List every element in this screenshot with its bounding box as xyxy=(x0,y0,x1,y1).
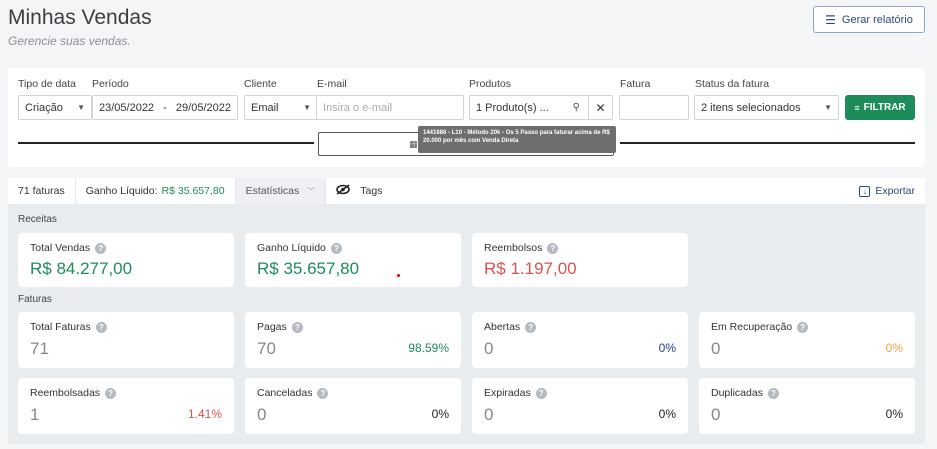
reembolsos-value: R$ 1.197,00 xyxy=(484,259,577,278)
abertas-percent: 0% xyxy=(658,341,676,355)
produtos-label: Produtos xyxy=(469,78,512,90)
email-input[interactable]: Insira o e-mail xyxy=(316,95,464,120)
help-icon[interactable]: ? xyxy=(547,242,559,254)
page-title: Minhas Vendas xyxy=(8,6,152,29)
generate-report-button[interactable]: ☰ Gerar relatório xyxy=(813,6,925,33)
divider-left xyxy=(18,142,314,144)
ganho-liquido-value: R$ 35.657,80 xyxy=(257,259,360,278)
filtrar-button[interactable]: ≡ FILTRAR xyxy=(845,95,915,120)
faturas-section-label: Faturas xyxy=(18,294,52,305)
expiradas-value: 0 xyxy=(484,405,494,424)
total-vendas-card: Total Vendas? R$ 84.277,00 xyxy=(18,233,234,287)
fatura-label: Fatura xyxy=(620,78,651,90)
product-tooltip: 1441686 - L10 - Método 20k - Os 5 Passo … xyxy=(418,126,616,153)
reembolsadas-card: Reembolsadas? 1 1.41% xyxy=(18,378,234,434)
help-icon[interactable]: ? xyxy=(105,387,117,399)
filter-panel: Tipo de data Criação ▼ Período 23/05/202… xyxy=(8,68,925,167)
help-icon[interactable]: ? xyxy=(525,321,537,333)
stats-area: Receitas Total Vendas? R$ 84.277,00 Ganh… xyxy=(8,204,925,444)
cliente-select[interactable]: Email ▼ xyxy=(244,95,318,120)
expiradas-percent: 0% xyxy=(658,407,676,421)
help-icon[interactable]: ? xyxy=(797,321,809,333)
divider-right xyxy=(620,142,915,144)
fatura-input[interactable] xyxy=(619,95,689,120)
help-icon[interactable]: ? xyxy=(330,242,342,254)
tab-tags[interactable]: Tags xyxy=(326,178,392,204)
tab-faturas[interactable]: 71 faturas xyxy=(8,178,76,204)
help-icon[interactable]: ? xyxy=(317,387,329,399)
exportar-button[interactable]: ↓ Exportar xyxy=(859,178,925,204)
canceladas-value: 0 xyxy=(257,405,267,424)
total-vendas-value: R$ 84.277,00 xyxy=(30,259,133,278)
status-fatura-select[interactable]: 2 itens selecionados ▼ xyxy=(694,95,839,120)
reembolsadas-value: 1 xyxy=(30,405,40,424)
chevron-down-icon: ▼ xyxy=(303,103,311,112)
em-recuperacao-value: 0 xyxy=(711,339,721,358)
periodo-date-range[interactable]: 23/05/2022 - 29/05/2022 xyxy=(92,95,238,120)
canceladas-card: Canceladas? 0 0% xyxy=(245,378,461,434)
help-icon[interactable]: ? xyxy=(95,242,107,254)
grid-icon: ▦ xyxy=(409,139,418,149)
tab-ganho-liquido[interactable]: Ganho Líquido: R$ 35.657,80 xyxy=(76,178,236,204)
tipo-data-label: Tipo de data xyxy=(18,78,76,90)
duplicadas-value: 0 xyxy=(711,405,721,424)
list-icon: ☰ xyxy=(825,12,836,27)
tipo-data-select[interactable]: Criação ▼ xyxy=(18,95,92,120)
tab-estatisticas[interactable]: Estatísticas ﹀ xyxy=(235,178,327,204)
help-icon[interactable]: ? xyxy=(95,321,107,333)
pagas-value: 70 xyxy=(257,339,276,358)
pagas-card: Pagas? 70 98.59% xyxy=(245,312,461,368)
cliente-label: Cliente xyxy=(244,78,277,90)
ganho-liquido-card: Ganho Líquido? R$ 35.657,80 xyxy=(245,233,461,287)
em-recuperacao-card: Em Recuperação? 0 0% xyxy=(699,312,915,368)
status-fatura-label: Status da fatura xyxy=(695,78,770,90)
eye-off-icon xyxy=(336,184,351,198)
abertas-card: Abertas? 0 0% xyxy=(472,312,688,368)
help-icon[interactable]: ? xyxy=(535,387,547,399)
summary-tabs: 71 faturas Ganho Líquido: R$ 35.657,80 E… xyxy=(8,178,925,204)
total-faturas-card: Total Faturas? 71 xyxy=(18,312,234,368)
download-icon: ↓ xyxy=(859,185,871,197)
periodo-label: Período xyxy=(92,78,129,90)
generate-report-label: Gerar relatório xyxy=(841,13,913,26)
cursor-dot xyxy=(397,274,400,277)
email-label: E-mail xyxy=(317,78,347,90)
reembolsadas-percent: 1.41% xyxy=(187,407,222,421)
canceladas-percent: 0% xyxy=(431,407,449,421)
abertas-value: 0 xyxy=(484,339,494,358)
total-faturas-value: 71 xyxy=(30,339,49,358)
help-icon[interactable]: ? xyxy=(291,321,303,333)
duplicadas-card: Duplicadas? 0 0% xyxy=(699,378,915,434)
reembolsos-card: Reembolsos? R$ 1.197,00 xyxy=(472,233,688,287)
chevron-down-icon: ﹀ xyxy=(307,186,316,196)
search-icon[interactable]: ⚲ xyxy=(572,102,580,113)
expiradas-card: Expiradas? 0 0% xyxy=(472,378,688,434)
page-subtitle: Gerencie suas vendas. xyxy=(8,34,131,48)
receitas-section-label: Receitas xyxy=(18,214,57,225)
chevron-down-icon: ▼ xyxy=(77,103,85,112)
clear-icon[interactable]: ✕ xyxy=(588,96,612,119)
em-recuperacao-percent: 0% xyxy=(885,341,903,355)
produtos-select[interactable]: 1 Produto(s) ... ⚲ ✕ xyxy=(469,95,613,120)
chevron-down-icon: ▼ xyxy=(824,103,832,112)
filter-icon: ≡ xyxy=(854,102,860,113)
pagas-percent: 98.59% xyxy=(408,341,449,355)
help-icon[interactable]: ? xyxy=(767,387,779,399)
duplicadas-percent: 0% xyxy=(885,407,903,421)
